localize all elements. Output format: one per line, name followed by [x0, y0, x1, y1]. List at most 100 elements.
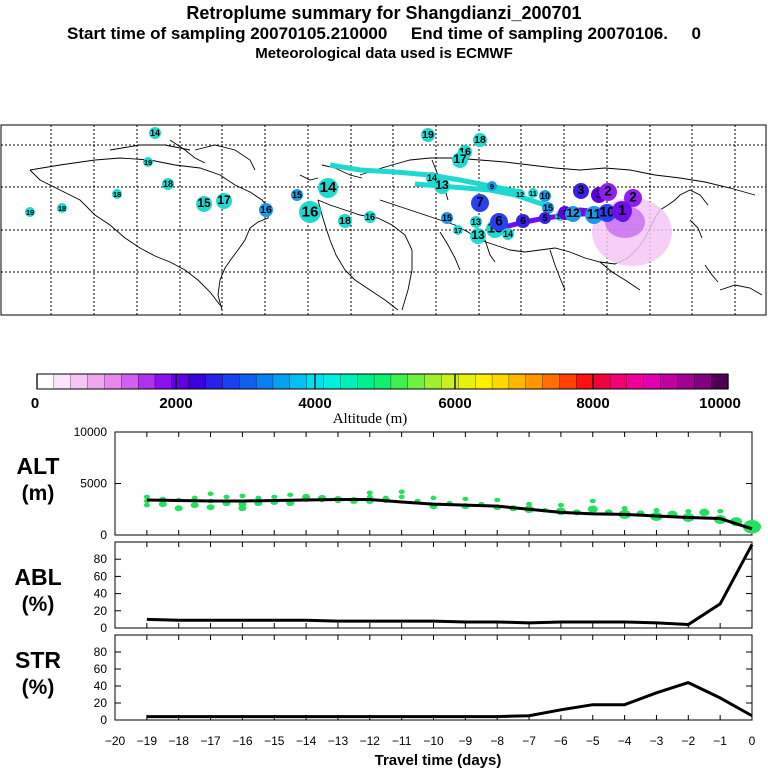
plume-point: 15 — [196, 196, 212, 212]
str-panel-unit: (%) — [22, 676, 55, 699]
abl-panel-label: ABL — [14, 564, 61, 590]
plume-point-label: 15 — [197, 196, 211, 210]
y-tick-label: 10000 — [74, 425, 108, 439]
plume-point: 7 — [471, 194, 489, 212]
plume-point-label: 16 — [365, 212, 375, 222]
x-tick-label: −11 — [392, 734, 412, 748]
plume-point: 3 — [573, 183, 589, 199]
plume-point-label: 14 — [503, 229, 513, 239]
panel-frame — [114, 634, 753, 721]
plume-point: 19 — [25, 207, 35, 217]
alt-scatter-point — [743, 520, 761, 534]
alt-scatter-point — [143, 502, 150, 508]
alt-scatter-point — [589, 498, 596, 504]
plume-point-label: 19 — [422, 129, 434, 141]
alt-scatter-point — [685, 509, 692, 514]
x-tick-label: −17 — [200, 734, 221, 748]
plume-point: 13 — [470, 228, 486, 244]
plume-point-label: 15 — [543, 203, 553, 213]
alt-scatter-point — [621, 505, 628, 511]
series-line-abl — [146, 543, 754, 627]
alt-scatter-point — [494, 497, 501, 503]
y-tick-label: 0 — [100, 528, 107, 542]
plume-point-label: 15 — [442, 213, 452, 223]
plume-point: 19 — [421, 128, 435, 142]
plume-point: 17 — [453, 225, 463, 235]
plume-point-label: 14 — [320, 179, 337, 196]
plume-point: 14 — [502, 228, 514, 240]
alt-scatter-point — [398, 494, 405, 500]
plume-point-label: 18 — [113, 190, 121, 199]
alt-scatter-point — [557, 502, 564, 508]
plume-point-label: 6 — [520, 215, 526, 227]
x-tick-label: −8 — [490, 734, 504, 748]
plume-point: 18 — [338, 214, 352, 228]
x-tick-label: −5 — [586, 734, 600, 748]
plume-point-label: 18 — [339, 215, 351, 227]
x-tick-label: −6 — [554, 734, 568, 748]
alt-scatter-point — [143, 494, 150, 500]
met-data-note: Meteorological data used is ECMWF — [255, 45, 513, 62]
plume-point-label: 19 — [144, 158, 152, 167]
alt-panel-label: ALT — [16, 453, 59, 479]
y-tick-label: 0 — [100, 713, 107, 727]
alt-scatter-point — [255, 495, 262, 501]
alt-scatter — [143, 489, 761, 534]
plume-point: 15 — [441, 212, 453, 224]
alt-scatter-point — [207, 491, 214, 497]
plume-point: 1 — [612, 201, 632, 221]
alt-scatter-point — [366, 490, 373, 496]
panel-frame — [114, 541, 753, 629]
x-axis-label: Travel time (days) — [375, 752, 502, 768]
y-tick-label: 60 — [94, 569, 108, 583]
plume-point: 10 — [598, 204, 616, 222]
y-tick-label: 40 — [94, 587, 108, 601]
plume-point-label: 14 — [150, 128, 160, 138]
plume-point: 5 — [539, 212, 551, 224]
plume-point: 14 — [318, 178, 338, 198]
x-tick-label: −20 — [105, 734, 126, 748]
plume-point-label: 14 — [427, 173, 437, 183]
plume-point-label: 13 — [471, 217, 481, 227]
alt-scatter-point — [717, 509, 724, 514]
plume-point: 9 — [487, 181, 497, 191]
plume-point-label: 16 — [302, 203, 319, 220]
plume-point-label: 3 — [578, 183, 585, 197]
plume-point: 17 — [216, 193, 232, 209]
plume-point: 14 — [149, 127, 161, 139]
x-tick-label: −13 — [328, 734, 349, 748]
plume-point-label: 2 — [629, 190, 637, 205]
plume-point-label: 12 — [516, 190, 524, 199]
x-tick-label: −7 — [522, 734, 536, 748]
plume-point: 16 — [364, 211, 376, 223]
plume-point-label: 13 — [435, 178, 449, 192]
x-tick-label: −10 — [423, 734, 444, 748]
plume-point-label: 7 — [476, 195, 484, 210]
x-tick-label: −2 — [681, 734, 695, 748]
sampling-times: Start time of sampling 20070105.210000 E… — [66, 24, 701, 43]
plume-point: 16 — [299, 201, 321, 223]
plume-point: 10 — [539, 190, 551, 202]
str-panel-label: STR — [15, 647, 61, 673]
alt-scatter-point — [653, 508, 660, 513]
plume-point-label: 18 — [58, 204, 66, 213]
alt-scatter-point — [206, 504, 215, 511]
plume-point: 17 — [452, 152, 468, 168]
plume-point-label: 11 — [529, 189, 537, 198]
x-tick-label: −1 — [713, 734, 727, 748]
alt-scatter-point — [239, 493, 246, 499]
x-tick-label: −3 — [650, 734, 664, 748]
x-tick-label: −14 — [296, 734, 317, 748]
alt-scatter-point — [302, 493, 311, 500]
alt-scatter-point — [699, 508, 710, 517]
alt-scatter-point — [462, 496, 469, 502]
alt-scatter-point — [271, 494, 278, 500]
plume-point-label: 13 — [471, 228, 485, 242]
abl-panel-unit: (%) — [22, 593, 55, 616]
x-tick-label: −9 — [459, 734, 473, 748]
x-tick-label: −15 — [264, 734, 285, 748]
plume-point-label: 19 — [26, 208, 34, 217]
coastlines — [29, 139, 763, 311]
plume-point: 12 — [565, 206, 581, 222]
plume-point: 18 — [112, 189, 122, 199]
